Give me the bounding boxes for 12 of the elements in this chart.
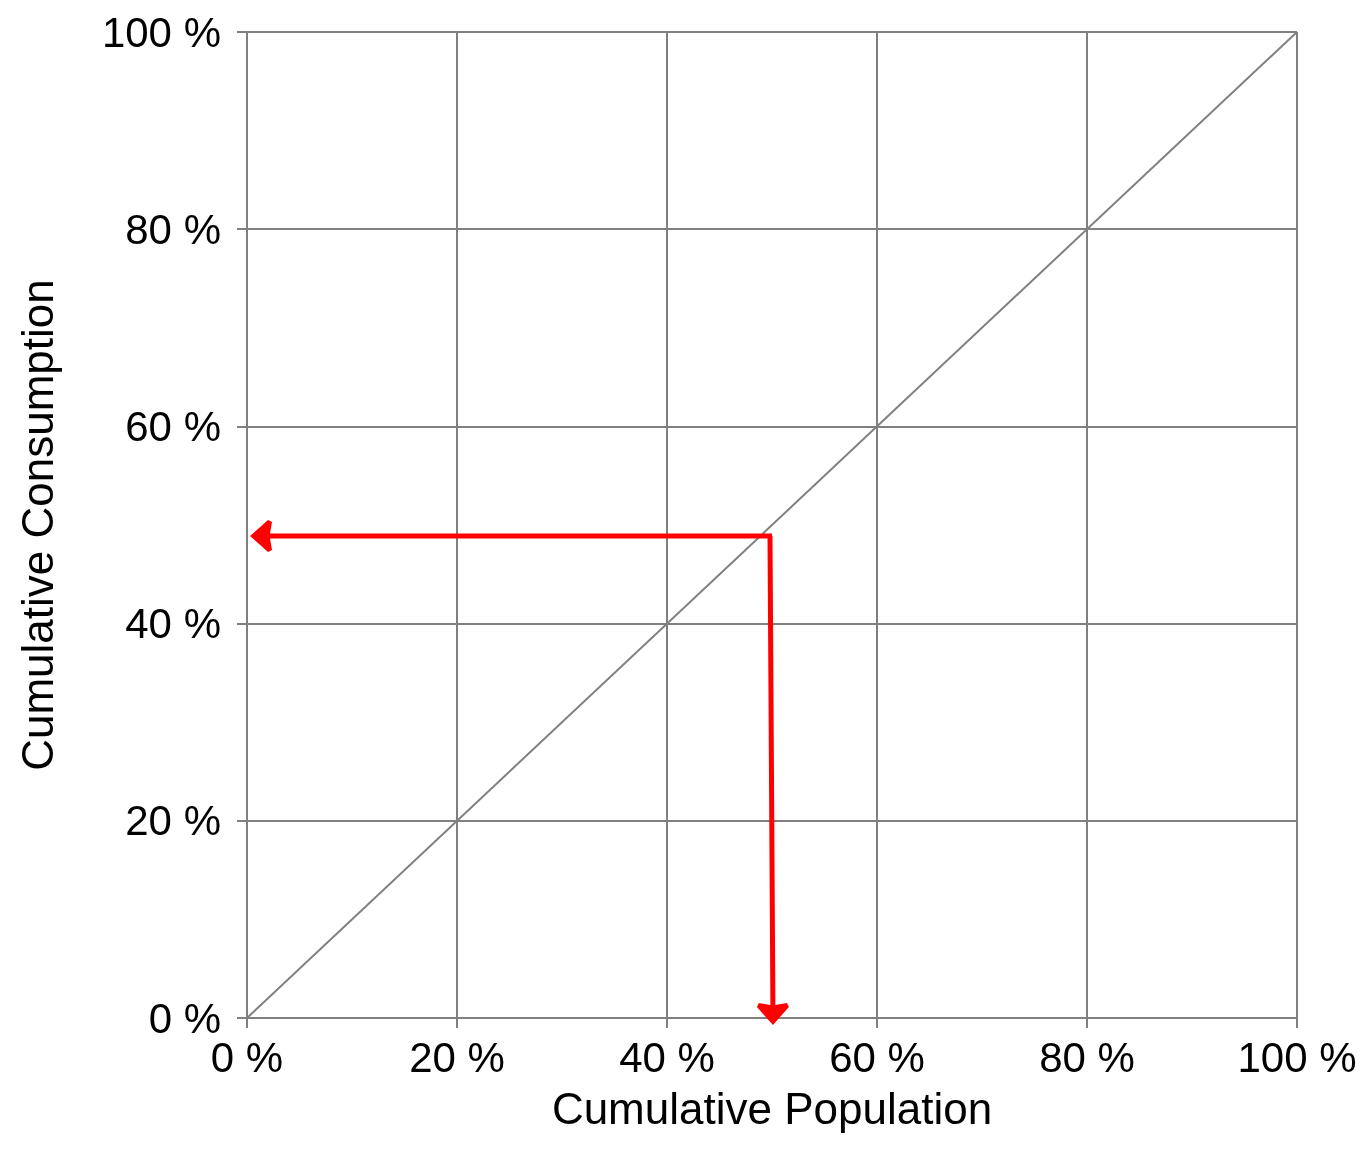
x-tick-label: 20 %	[409, 1033, 505, 1081]
x-axis-title: Cumulative Population	[551, 1083, 993, 1133]
y-tick-label: 100 %	[101, 8, 221, 56]
y-tick-label: 40 %	[125, 600, 221, 648]
x-tick-label: 60 %	[829, 1033, 925, 1081]
x-tick-label: 100 %	[1237, 1033, 1357, 1081]
x-tick-label: 40 %	[619, 1033, 715, 1081]
y-axis-title: Cumulative Consumption	[12, 279, 62, 771]
y-tick-label: 20 %	[125, 797, 221, 845]
x-tick-label: 80 %	[1039, 1033, 1135, 1081]
y-tick-label: 60 %	[125, 402, 221, 450]
y-tick-label: 80 %	[125, 205, 221, 253]
